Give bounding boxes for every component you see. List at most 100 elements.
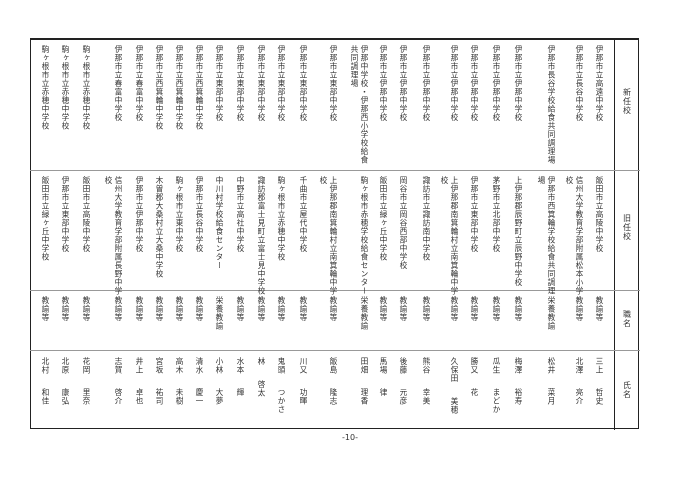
name-cell: 飯島 隆志 bbox=[328, 357, 338, 405]
name-cell-given: 隆志 bbox=[329, 388, 338, 405]
position-cell: 教諭等 bbox=[328, 296, 338, 322]
name-cell-family: 志賀 bbox=[114, 357, 123, 374]
old-school-cell-old-school: 上伊那郡南箕輪村立南箕輪中学校 bbox=[319, 176, 338, 295]
name-cell-given: 裕寿 bbox=[514, 388, 523, 405]
position-cell-position: 教諭等 bbox=[422, 296, 431, 322]
position-cell-position: 教諭等 bbox=[492, 296, 501, 322]
position-cell-position: 栄養教諭 bbox=[215, 296, 224, 330]
name-cell-family: 瓜生 bbox=[492, 357, 501, 374]
name-cell-family: 鬼頭 bbox=[277, 357, 286, 374]
header-name: 氏名 bbox=[615, 381, 639, 399]
new-school-cell: 伊那市立春富中学校 bbox=[134, 45, 144, 122]
name-cell: 松井 菜月 bbox=[546, 357, 556, 405]
new-school-cell-new-school: 伊那中学校・伊那西小学校給食共同調理場 bbox=[350, 45, 369, 164]
name-cell-given: 啓介 bbox=[114, 388, 123, 405]
name-cell-given: 祐司 bbox=[155, 388, 164, 405]
new-school-cell-new-school: 伊那市立東部中学校 bbox=[215, 45, 224, 122]
name-cell-family: 小林 bbox=[215, 357, 224, 374]
name-cell-family: 水本 bbox=[236, 357, 245, 374]
position-cell-position: 教諭等 bbox=[299, 296, 308, 322]
new-school-cell: 駒ヶ根市立赤穂中学校 bbox=[81, 45, 91, 130]
name-cell-family: 井上 bbox=[135, 357, 144, 374]
new-school-cell-new-school: 伊那市立東部中学校 bbox=[257, 45, 266, 122]
row-divider bbox=[30, 350, 640, 351]
new-school-cell-new-school: 伊那市立東部中学校 bbox=[277, 45, 286, 122]
new-school-cell-new-school: 伊那市立東部中学校 bbox=[236, 45, 245, 122]
old-school-cell-old-school: 伊那市立東部中学校 bbox=[61, 176, 70, 253]
row-divider bbox=[30, 170, 640, 171]
name-cell-family: 林 bbox=[257, 357, 266, 366]
name-cell: 水本輝 bbox=[235, 357, 245, 397]
position-cell: 教諭等 bbox=[113, 296, 123, 322]
name-cell-given: 里奈 bbox=[82, 388, 91, 405]
new-school-cell: 駒ヶ根市立赤穂中学校 bbox=[40, 45, 50, 130]
name-cell-given: 慶一 bbox=[195, 388, 204, 405]
old-school-cell: 飯田市立高陵中学校 bbox=[81, 176, 91, 253]
old-school-cell: 飯田市立緑ヶ丘中学校 bbox=[378, 176, 388, 261]
position-cell-position: 教諭等 bbox=[155, 296, 164, 322]
header-position: 職名 bbox=[615, 310, 639, 328]
position-cell-position: 教諭等 bbox=[195, 296, 204, 322]
position-cell: 教諭等 bbox=[594, 296, 604, 322]
new-school-cell: 伊那市立西箕輪中学校 bbox=[154, 45, 164, 130]
position-cell: 教諭等 bbox=[513, 296, 523, 322]
new-school-cell: 伊那市立伊那中学校 bbox=[491, 45, 501, 122]
name-cell: 久保田 美穂 bbox=[449, 357, 459, 414]
name-cell-given: 花 bbox=[470, 388, 479, 397]
name-cell-given: 大夢 bbox=[215, 388, 224, 405]
old-school-cell-old-school: 飯田市立高陵中学校 bbox=[595, 176, 604, 253]
old-school-cell: 伊那市立長谷中学校 bbox=[194, 176, 204, 253]
name-cell: 三上 哲史 bbox=[594, 357, 604, 405]
name-cell-family: 熊谷 bbox=[422, 357, 431, 374]
position-cell-position: 栄養教諭 bbox=[547, 296, 556, 330]
name-cell-given: 啓太 bbox=[257, 379, 266, 397]
name-cell: 花岡 里奈 bbox=[81, 357, 91, 405]
position-cell: 教諭等 bbox=[398, 296, 408, 322]
name-cell-given: 輝 bbox=[236, 388, 245, 397]
name-cell: 田畑 理香 bbox=[359, 357, 369, 405]
name-cell: 川又 功暉 bbox=[298, 357, 308, 405]
position-cell: 教諭等 bbox=[194, 296, 204, 322]
position-cell: 栄養教諭 bbox=[546, 296, 556, 330]
new-school-cell-new-school: 伊那市立伊那中学校 bbox=[492, 45, 501, 122]
position-cell: 教諭等 bbox=[469, 296, 479, 322]
name-cell: 宮坂 祐司 bbox=[154, 357, 164, 405]
position-cell-position: 教諭等 bbox=[61, 296, 70, 322]
name-cell-family: 宮坂 bbox=[155, 357, 164, 374]
new-school-cell: 伊那市立伊那中学校 bbox=[449, 45, 459, 122]
name-cell-given: 理香 bbox=[360, 388, 369, 405]
position-cell-position: 教諭等 bbox=[595, 296, 604, 322]
old-school-cell-old-school: 駒ヶ根市赤穂学校給食センター bbox=[360, 176, 369, 295]
position-cell-position: 教諭等 bbox=[399, 296, 408, 322]
position-cell: 教諭等 bbox=[421, 296, 431, 322]
position-cell: 教諭等 bbox=[378, 296, 388, 322]
old-school-cell: 諏訪郡富士見町立富士見中学校 bbox=[256, 176, 266, 295]
position-cell: 教諭等 bbox=[449, 296, 459, 322]
new-school-cell-new-school: 伊那市立春富中学校 bbox=[135, 45, 144, 122]
name-cell-family: 北澤 bbox=[575, 357, 584, 374]
position-cell: 教諭等 bbox=[574, 296, 584, 322]
new-school-cell-new-school: 伊那市立東部中学校 bbox=[299, 45, 308, 122]
name-cell-given: つかさ bbox=[277, 388, 286, 414]
position-cell-position: 教諭等 bbox=[379, 296, 388, 322]
new-school-cell: 伊那市立東部中学校 bbox=[235, 45, 245, 122]
old-school-cell: 中野市立高社中学校 bbox=[235, 176, 245, 253]
old-school-cell: 上伊那郡南箕輪村立南箕輪中学校 bbox=[439, 176, 459, 298]
name-cell-family: 三上 bbox=[595, 357, 604, 374]
header-position-label: 職名 bbox=[622, 310, 632, 328]
old-school-cell-old-school: 飯田市立緑ヶ丘中学校 bbox=[379, 176, 388, 261]
old-school-cell: 岡谷市立岡谷西部中学校 bbox=[398, 176, 408, 270]
name-cell-family: 馬場 bbox=[379, 357, 388, 374]
position-cell-position: 教諭等 bbox=[175, 296, 184, 322]
position-cell: 教諭等 bbox=[81, 296, 91, 322]
name-cell: 小林 大夢 bbox=[214, 357, 224, 405]
header-divider bbox=[614, 38, 615, 430]
new-school-cell-new-school: 伊那市立西箕輪中学校 bbox=[155, 45, 164, 130]
old-school-cell: 中川村学校給食センター bbox=[214, 176, 224, 270]
position-cell: 栄養教諭 bbox=[214, 296, 224, 330]
new-school-cell: 伊那市立伊那中学校 bbox=[398, 45, 408, 122]
old-school-cell-old-school: 駒ヶ根市立東中学校 bbox=[175, 176, 184, 253]
old-school-cell-old-school: 信州大学教育学部附属長野中学校 bbox=[104, 176, 123, 295]
old-school-cell-old-school: 伊那市立伊那中学校 bbox=[135, 176, 144, 253]
new-school-cell: 伊那市立長谷中学校 bbox=[574, 45, 584, 122]
